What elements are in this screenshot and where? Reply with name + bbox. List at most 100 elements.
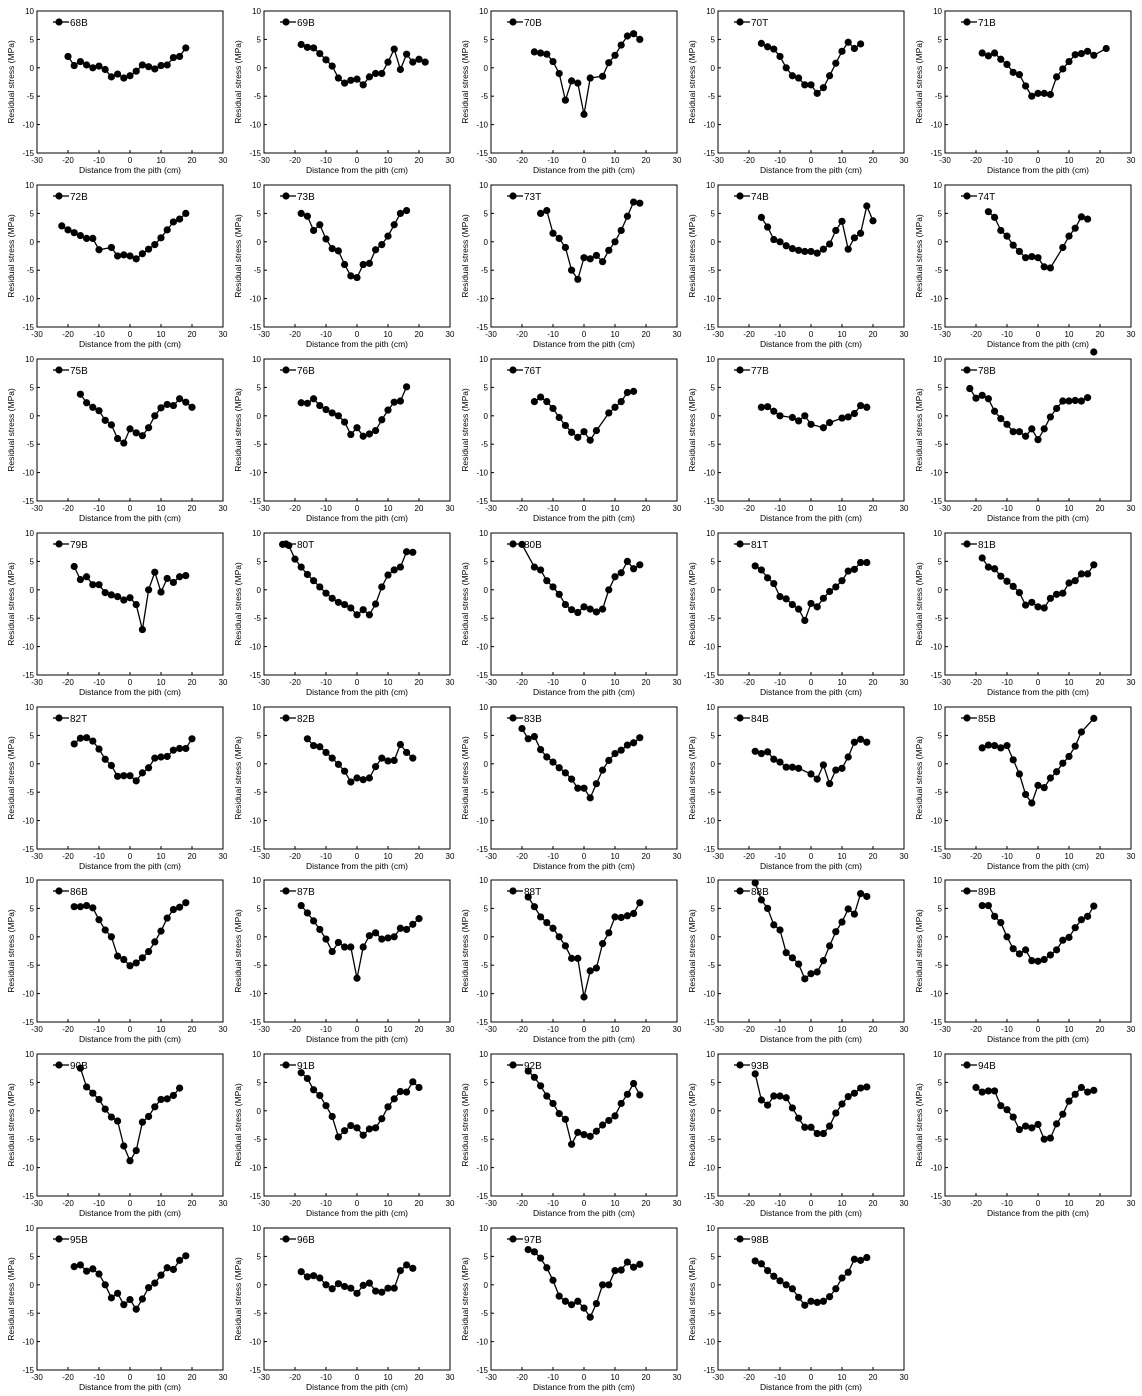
data-point <box>788 600 796 609</box>
legend-label: 79B <box>70 540 88 551</box>
data-point <box>997 1102 1005 1110</box>
y-tick-label: 5 <box>30 209 35 218</box>
x-tick-label: 10 <box>157 1025 166 1034</box>
x-tick-label: -30 <box>258 678 270 687</box>
data-point <box>89 904 97 912</box>
data-point <box>145 1112 153 1121</box>
data-point <box>1059 1110 1067 1118</box>
x-tick-label: -10 <box>774 330 786 339</box>
data-point <box>605 756 613 764</box>
x-tick-label: 0 <box>582 1199 587 1208</box>
data-point <box>310 44 318 52</box>
y-tick-label: 5 <box>30 557 35 566</box>
x-tick-label: 0 <box>582 330 587 339</box>
data-point <box>188 403 196 411</box>
data-point <box>770 235 778 244</box>
x-tick-label: -10 <box>774 1373 786 1382</box>
x-tick-label: -30 <box>31 330 43 339</box>
x-tick-label: -20 <box>743 504 755 513</box>
data-point <box>1034 1120 1042 1129</box>
data-point <box>795 1114 803 1122</box>
data-point <box>972 1083 980 1092</box>
data-point <box>844 413 852 421</box>
data-point <box>328 947 336 956</box>
y-tick-label: -15 <box>703 671 715 680</box>
x-tick-label: 10 <box>157 852 166 861</box>
x-tick-label: -30 <box>258 1373 270 1382</box>
data-point <box>341 767 349 775</box>
data-point <box>813 89 821 97</box>
data-point <box>114 70 122 78</box>
chart-panel-71B: -15 -10 -5 0 5 10 -30 -20 -10 0 10 20 30 Distance fro… <box>914 7 1136 175</box>
x-tick-label: -20 <box>289 1373 301 1382</box>
data-point <box>132 777 140 785</box>
data-point <box>403 925 411 934</box>
data-point <box>1084 1088 1092 1096</box>
data-point <box>586 794 594 802</box>
x-tick-label: -30 <box>712 504 724 513</box>
data-point <box>169 53 177 62</box>
data-point <box>403 1261 411 1269</box>
data-point <box>182 744 190 753</box>
data-point <box>863 202 871 210</box>
plot-frame <box>717 358 905 502</box>
data-point <box>163 914 171 922</box>
data-point <box>757 39 765 47</box>
data-point <box>297 1268 305 1276</box>
x-tick-label: 20 <box>415 1025 424 1034</box>
y-tick-label: -5 <box>708 614 716 623</box>
y-tick-label: -10 <box>476 643 488 652</box>
data-point <box>1053 590 1061 598</box>
y-tick-label: 0 <box>30 238 35 247</box>
legend-label: 73T <box>524 192 541 203</box>
x-tick-label: -20 <box>970 678 982 687</box>
data-point <box>1022 432 1030 440</box>
x-axis-label: Distance from the pith (cm) <box>79 1208 181 1218</box>
data-point <box>537 1254 545 1262</box>
data-point <box>555 764 563 772</box>
chart-panel-73B: -15 -10 -5 0 5 10 -30 -20 -10 0 10 20 30 Distance fro… <box>233 181 455 349</box>
x-tick-label: 10 <box>384 1373 393 1382</box>
data-point <box>347 272 355 280</box>
data-point <box>89 234 97 242</box>
data-point <box>586 74 594 82</box>
data-point <box>89 581 97 589</box>
plot-frame <box>717 879 905 1023</box>
y-tick-label: 5 <box>711 35 716 44</box>
data-point <box>107 243 115 252</box>
x-tick-label: 0 <box>809 1373 814 1382</box>
data-point <box>826 587 834 596</box>
y-axis-label: Residual stress (MPa) <box>233 736 243 820</box>
x-tick-label: 0 <box>809 330 814 339</box>
data-point <box>984 901 992 910</box>
data-point <box>592 1127 600 1135</box>
data-point <box>984 1087 992 1095</box>
data-point <box>70 61 78 70</box>
data-point <box>76 390 84 398</box>
data-point <box>303 43 311 51</box>
data-point <box>322 1281 330 1289</box>
x-tick-label: -20 <box>970 1025 982 1034</box>
data-point <box>64 226 72 234</box>
data-point <box>838 1274 846 1282</box>
data-point <box>1065 579 1073 587</box>
data-point <box>334 1133 342 1141</box>
y-axis-label: Residual stress (MPa) <box>6 736 16 820</box>
data-point <box>1084 215 1092 223</box>
data-point <box>76 231 84 240</box>
y-axis-label: Residual stress (MPa) <box>233 1083 243 1167</box>
y-tick-label: 0 <box>711 64 716 73</box>
legend-marker <box>963 1061 971 1069</box>
data-point <box>1077 397 1085 405</box>
y-tick-label: -5 <box>254 788 262 797</box>
data-point <box>1015 589 1023 597</box>
chart-panel-79B: -15 -10 -5 0 5 10 -30 -20 -10 0 10 20 30 Distance fro… <box>6 529 228 697</box>
data-point <box>813 968 821 976</box>
data-point <box>157 61 165 70</box>
data-point <box>819 424 827 432</box>
data-point <box>537 746 545 754</box>
data-point <box>636 561 644 569</box>
data-point <box>838 918 846 926</box>
data-point <box>776 412 784 420</box>
data-point <box>611 1112 619 1120</box>
